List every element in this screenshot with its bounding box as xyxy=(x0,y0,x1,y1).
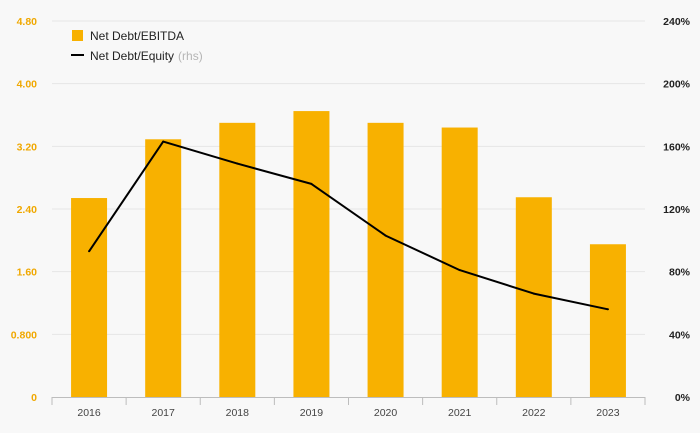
bar-2019 xyxy=(293,111,330,397)
left-axis-tick-label: 1.60 xyxy=(17,267,38,279)
line-point-2016 xyxy=(88,250,91,253)
x-axis-tick-label: 2016 xyxy=(77,407,101,419)
right-axis-tick-label: 200% xyxy=(663,79,691,91)
legend-label-net-debt-ebitda: Net Debt/EBITDA xyxy=(90,29,184,43)
legend: Net Debt/EBITDA Net Debt/Equity (rhs) xyxy=(71,29,203,63)
right-axis-tick-label: 40% xyxy=(669,329,691,341)
gridlines xyxy=(52,20,645,335)
x-axis-tick-label: 2019 xyxy=(300,407,324,419)
right-axis-tick-label: 160% xyxy=(663,141,691,153)
x-axis-tick-label: 2017 xyxy=(152,407,176,419)
x-axis-ticks: 2016 2017 2018 2019 2020 2021 2022 2023 xyxy=(51,397,646,419)
right-axis-tick-labels: 0% 40% 80% 120% 160% 200% 240% xyxy=(663,16,691,404)
x-axis-tick-label: 2021 xyxy=(448,407,472,419)
x-axis-tick-label: 2023 xyxy=(596,407,620,419)
left-axis-tick-label: 4.00 xyxy=(17,79,38,91)
line-point-2023 xyxy=(606,308,609,311)
left-axis-tick-label: 3.20 xyxy=(17,141,38,153)
line-point-2021 xyxy=(458,269,461,272)
line-point-2020 xyxy=(384,234,387,237)
left-axis-tick-label: 4.80 xyxy=(17,16,38,28)
line-point-2018 xyxy=(236,162,239,165)
left-axis-tick-label: 0 xyxy=(31,392,37,404)
line-series-net-debt-equity xyxy=(88,140,609,311)
line-point-2019 xyxy=(310,182,313,185)
right-axis-tick-label: 120% xyxy=(663,204,691,216)
x-axis-tick-label: 2022 xyxy=(522,407,546,419)
x-axis-tick-label: 2020 xyxy=(374,407,398,419)
x-axis-tick-label: 2018 xyxy=(226,407,250,419)
bar-2017 xyxy=(145,139,182,398)
bar-series-net-debt-ebitda xyxy=(71,111,626,398)
bar-2023 xyxy=(589,244,626,397)
left-axis-tick-label: 0.800 xyxy=(11,329,37,341)
legend-label-net-debt-equity: Net Debt/Equity (rhs) xyxy=(90,49,203,63)
net-debt-equity-line xyxy=(88,140,609,311)
bar-2018 xyxy=(219,122,256,397)
left-axis-tick-labels: 0 0.800 1.60 2.40 3.20 4.00 4.80 xyxy=(11,16,37,404)
bar-2016 xyxy=(71,198,108,397)
left-axis-tick-label: 2.40 xyxy=(17,204,38,216)
bar-2021 xyxy=(441,127,478,398)
line-point-2017 xyxy=(162,140,165,143)
line-point-2022 xyxy=(532,292,535,295)
right-axis-tick-label: 0% xyxy=(675,392,691,404)
right-axis-tick-label: 240% xyxy=(663,16,691,28)
bar-2020 xyxy=(367,122,404,397)
right-axis-tick-label: 80% xyxy=(669,267,691,279)
legend-swatch-net-debt-ebitda xyxy=(72,30,83,41)
